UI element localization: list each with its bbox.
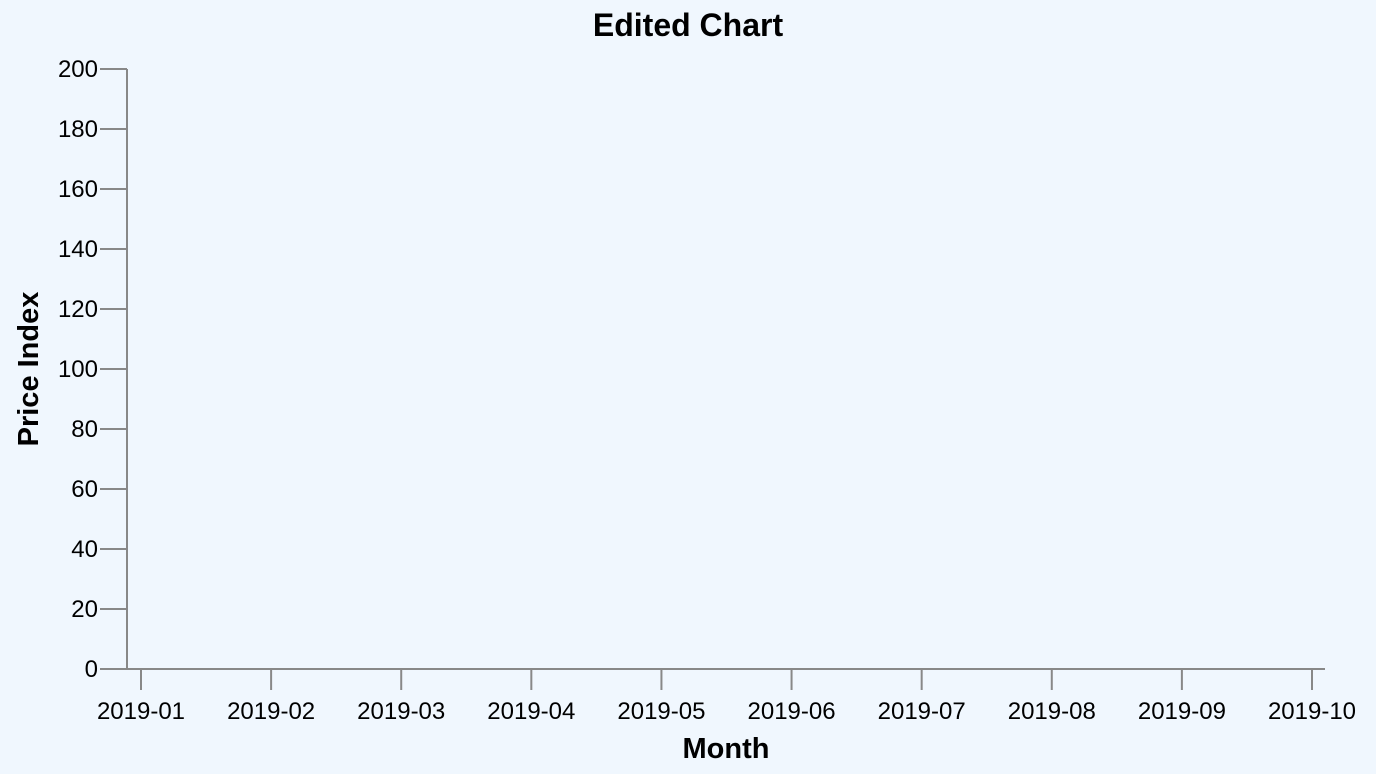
y-tick-label: 60 [71, 476, 98, 503]
x-tick-label: 2019-03 [357, 698, 445, 725]
x-tick-label: 2019-04 [487, 698, 575, 725]
y-tick-label: 120 [58, 296, 98, 323]
y-tick-label: 160 [58, 176, 98, 203]
y-tick-label: 100 [58, 356, 98, 383]
x-axis: 2019-01 2019-02 2019-03 2019-04 2019-05 2019-… [97, 668, 1356, 725]
y-tick-label: 40 [71, 536, 98, 563]
y-axis-title: Price Index [13, 292, 45, 447]
x-tick-label: 2019-02 [227, 698, 315, 725]
x-axis-title: Month [683, 733, 770, 765]
x-tick-label: 2019-05 [617, 698, 705, 725]
x-tick-label: 2019-06 [748, 698, 836, 725]
y-tick-label: 80 [71, 416, 98, 443]
chart-title: Edited Chart [593, 7, 784, 43]
y-tick-label: 20 [71, 596, 98, 623]
y-tick-label: 140 [58, 236, 98, 263]
y-tick-label: 180 [58, 116, 98, 143]
x-tick-label: 2019-08 [1008, 698, 1096, 725]
x-tick-label: 2019-01 [97, 698, 185, 725]
x-tick-label: 2019-07 [878, 698, 966, 725]
x-tick-label: 2019-10 [1268, 698, 1356, 725]
y-axis: 0 20 40 60 80 100 120 140 160 180 200 [58, 56, 128, 683]
y-tick-label: 0 [85, 656, 98, 683]
x-tick-label: 2019-09 [1138, 698, 1226, 725]
y-tick-label: 200 [58, 56, 98, 83]
